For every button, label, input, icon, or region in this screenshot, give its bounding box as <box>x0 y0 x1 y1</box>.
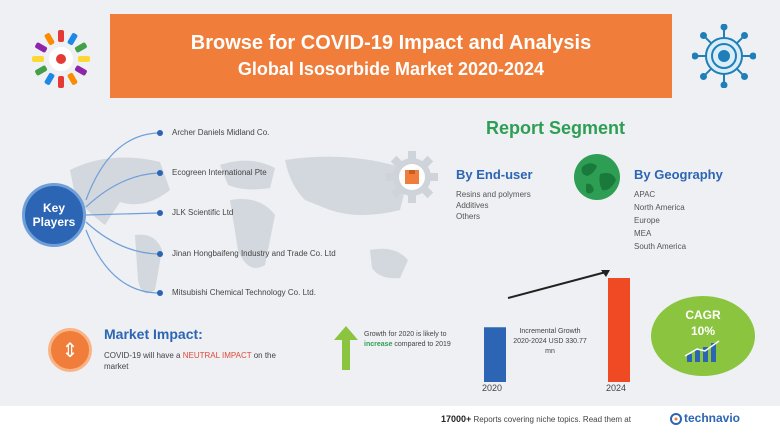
growth-text: Growth for 2020 is likely to increase co… <box>364 330 464 350</box>
key-players-label-1: Key <box>42 201 65 215</box>
end-user-heading: By End-user <box>456 167 533 182</box>
footer-message: Reports covering niche topics. Read them… <box>473 415 631 424</box>
incremental-growth-annotation: Incremental Growth 2020-2024 USD 330.77 … <box>513 328 587 355</box>
gear-icon <box>386 151 438 203</box>
key-player-item: Mitsubishi Chemical Technology Co. Ltd. <box>172 288 316 297</box>
people-circle-icon <box>32 30 90 88</box>
bar-2020 <box>484 327 506 382</box>
technavio-logo-icon <box>670 413 682 425</box>
footer-count: 17000+ <box>441 414 472 424</box>
key-players-label-2: Players <box>32 215 76 229</box>
end-user-item: Others <box>456 212 481 221</box>
market-impact-text-after: on the market <box>104 351 276 371</box>
footer-brand[interactable]: technavio <box>684 411 741 425</box>
market-impact-text: COVID-19 will have a NEUTRAL IMPACT on t… <box>104 350 294 372</box>
cagr-label: CAGR <box>685 308 721 322</box>
growth-highlight: increase <box>364 341 393 348</box>
key-player-item: Archer Daniels Midland Co. <box>172 128 270 137</box>
bar-year-label: 2020 <box>482 383 503 393</box>
cagr-value: 10% <box>690 324 716 338</box>
globe-icon <box>574 154 620 200</box>
key-player-item: JLK Scientific Ltd <box>172 208 234 217</box>
banner-line-1: Browse for COVID-19 Impact and Analysis <box>190 32 592 54</box>
geography-item: South America <box>634 242 687 251</box>
geography-item: MEA <box>634 229 652 238</box>
cagr-badge: CAGR 10% <box>651 296 755 376</box>
key-player-item: Ecogreen International Pte <box>172 168 267 177</box>
banner-line-2: Global Isosorbide Market 2020-2024 <box>237 59 545 79</box>
key-player-item: Jinan Hongbaifeng Industry and Trade Co.… <box>172 249 336 258</box>
bar-2024 <box>608 278 630 382</box>
key-players-badge: Key Players <box>22 183 86 247</box>
geography-item: North America <box>634 203 685 212</box>
mini-bar-chart-icon <box>684 340 720 362</box>
geography-item: APAC <box>634 190 656 199</box>
trend-arrow-head <box>601 270 610 277</box>
up-arrow-icon <box>334 326 358 370</box>
growth-text-before: Growth for 2020 is likely to <box>364 331 447 338</box>
footer-bar <box>0 406 780 440</box>
footer-text: 17000+ Reports covering niche topics. Re… <box>441 414 631 424</box>
end-user-item: Additives <box>456 201 489 210</box>
virus-icon <box>692 24 756 88</box>
end-user-item: Resins and polymers <box>456 190 531 199</box>
geography-heading: By Geography <box>634 167 723 182</box>
incremental-growth-chart <box>484 270 630 382</box>
report-segment-title: Report Segment <box>486 118 626 138</box>
title-banner: Browse for COVID-19 Impact and Analysis … <box>110 14 672 98</box>
geography-item: Europe <box>634 216 660 225</box>
bar-year-label: 2024 <box>606 383 627 393</box>
market-impact-icon: ⇕ <box>48 328 92 372</box>
market-impact-title: Market Impact: <box>104 326 203 342</box>
trend-arrow-line <box>507 271 607 299</box>
market-impact-text-before: COVID-19 will have a <box>104 351 181 360</box>
market-impact-highlight: NEUTRAL IMPACT <box>182 351 252 360</box>
growth-text-after: compared to 2019 <box>394 341 451 348</box>
